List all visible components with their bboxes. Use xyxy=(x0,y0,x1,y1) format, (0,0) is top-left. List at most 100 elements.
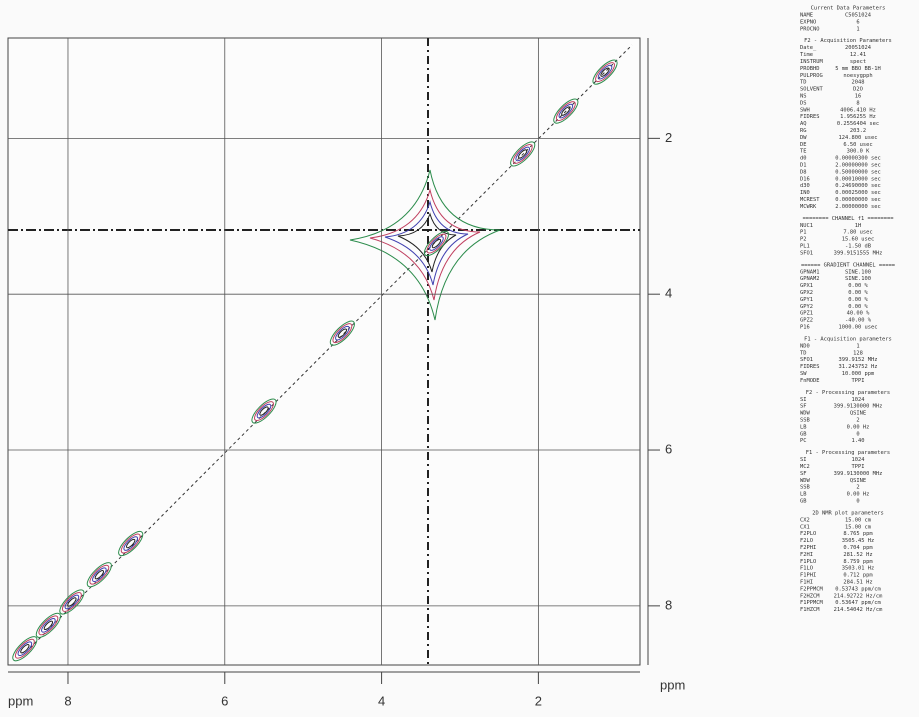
param-name: F1PPMCM xyxy=(800,600,823,606)
param-value: 3503.01 Hz xyxy=(842,566,874,572)
param-name: GPX2 xyxy=(800,290,813,296)
param-value: 0.00 % xyxy=(848,290,868,296)
param-name: GPY2 xyxy=(800,304,813,310)
param-value: spect xyxy=(850,59,866,65)
param-name: SI xyxy=(800,397,807,403)
param-value: 0.00 % xyxy=(848,304,868,310)
param-name: F1HZCM xyxy=(800,607,820,613)
param-value: 2048 xyxy=(852,80,865,86)
param-value: 1H xyxy=(855,223,862,229)
param-value: QSINE xyxy=(850,411,866,417)
param-value: TPPI xyxy=(852,464,865,470)
param-name: GB xyxy=(800,431,807,437)
param-value: 0.00 % xyxy=(848,283,868,289)
param-value: 31.243752 Hz xyxy=(839,364,878,370)
param-value: 0 xyxy=(856,431,859,437)
param-name: ND0 xyxy=(800,343,810,349)
param-name: PL1 xyxy=(800,244,810,250)
param-name: Time xyxy=(800,52,813,58)
param-value: 0.00 % xyxy=(848,297,868,303)
param-value: SINE.100 xyxy=(845,276,871,282)
param-value: 7.80 usec xyxy=(843,230,872,236)
param-name: SF xyxy=(800,471,807,477)
param-name: F2LO xyxy=(800,538,813,544)
param-name: SFO1 xyxy=(800,357,813,363)
param-value: QSINE xyxy=(850,478,866,484)
param-name: PROCNO xyxy=(800,26,819,32)
param-name: CX1 xyxy=(800,524,810,530)
param-value: 0.00 Hz xyxy=(847,492,870,498)
param-name: LB xyxy=(800,492,807,498)
param-name: FIDRES xyxy=(800,114,819,120)
x-axis-label: ppm xyxy=(8,693,33,708)
param-value: TPPI xyxy=(852,378,865,384)
param-value: 214.92722 Hz/cm xyxy=(834,593,883,599)
param-value: 8.759 ppm xyxy=(843,559,872,565)
param-name: D8 xyxy=(800,169,807,175)
page-body: 8642ppm2468ppmCurrent Data ParametersNAM… xyxy=(0,0,919,717)
param-name: GPNAM1 xyxy=(800,269,819,275)
param-name: F2PHI xyxy=(800,545,816,551)
param-value: 0.712 ppm xyxy=(843,573,872,579)
param-value: 16 xyxy=(855,94,862,100)
param-name: PROBHD xyxy=(800,66,819,72)
param-name: DE xyxy=(800,142,807,148)
y-tick-label: 4 xyxy=(665,286,672,301)
param-value: -1.50 dB xyxy=(845,244,871,250)
param-name: F1HI xyxy=(800,580,813,586)
param-name: P1 xyxy=(800,230,807,236)
param-value: 1.956255 Hz xyxy=(840,114,876,120)
param-value: 0.00025000 sec xyxy=(835,190,880,196)
param-name: DS xyxy=(800,100,807,106)
param-name: TD xyxy=(800,80,807,86)
param-name: GPX1 xyxy=(800,283,813,289)
param-name: F2HZCM xyxy=(800,593,820,599)
param-name: GPZ2 xyxy=(800,318,813,324)
param-name: PULPROG xyxy=(800,73,823,79)
y-tick-label: 8 xyxy=(665,597,672,612)
param-section-title: 2D NMR plot parameters xyxy=(812,510,883,516)
param-value: 0.53743 ppm/cm xyxy=(835,586,880,592)
param-value: 8.765 ppm xyxy=(843,531,872,537)
param-name: SSB xyxy=(800,418,810,424)
param-name: MC2 xyxy=(800,464,810,470)
param-value: 5 mm BBO BB-1H xyxy=(835,66,880,72)
param-section-title: F1 - Acquisition parameters xyxy=(804,336,892,342)
param-value: 15.00 cm xyxy=(845,524,871,530)
param-value: 6.50 usec xyxy=(843,142,872,148)
param-value: 3505.45 Hz xyxy=(842,538,874,544)
param-name: D16 xyxy=(800,176,810,182)
param-name: SF xyxy=(800,404,807,410)
param-name: DW xyxy=(800,135,807,141)
param-name: MCWRK xyxy=(800,204,817,210)
param-value: noesygpph xyxy=(843,73,872,79)
param-name: LB xyxy=(800,424,807,430)
param-section-title: Current Data Parameters xyxy=(811,6,886,12)
param-value: 0.53647 ppm/cm xyxy=(835,600,880,606)
param-name: SWH xyxy=(800,107,810,113)
param-name: WDW xyxy=(800,478,810,484)
param-value: 128 xyxy=(853,350,863,356)
param-name: NUC1 xyxy=(800,223,813,229)
param-name: CX2 xyxy=(800,517,810,523)
param-value: 284.51 Hz xyxy=(843,580,872,586)
param-value: 0.2556404 sec xyxy=(837,121,879,127)
param-value: 0.24690000 sec xyxy=(835,183,880,189)
param-name: NS xyxy=(800,94,807,100)
x-tick-label: 4 xyxy=(378,693,385,708)
param-section-title: F2 - Processing parameters xyxy=(806,390,890,396)
param-name: GPNAM2 xyxy=(800,276,819,282)
param-name: d30 xyxy=(800,183,810,189)
param-value: 0.00000300 sec xyxy=(835,156,880,162)
param-value: 2.00000000 sec xyxy=(835,163,880,169)
param-section-title: F2 - Acquisition Parameters xyxy=(804,38,892,44)
param-value: 0.704 ppm xyxy=(843,545,872,551)
param-value: 0 xyxy=(856,499,859,505)
param-value: 15.60 usec xyxy=(842,237,874,243)
param-name: AQ xyxy=(800,121,807,127)
param-value: 20051024 xyxy=(845,45,871,51)
y-tick-label: 2 xyxy=(665,130,672,145)
param-value: 1 xyxy=(856,26,859,32)
param-value: 2.00000000 sec xyxy=(835,204,880,210)
param-value: 281.52 Hz xyxy=(843,552,872,558)
